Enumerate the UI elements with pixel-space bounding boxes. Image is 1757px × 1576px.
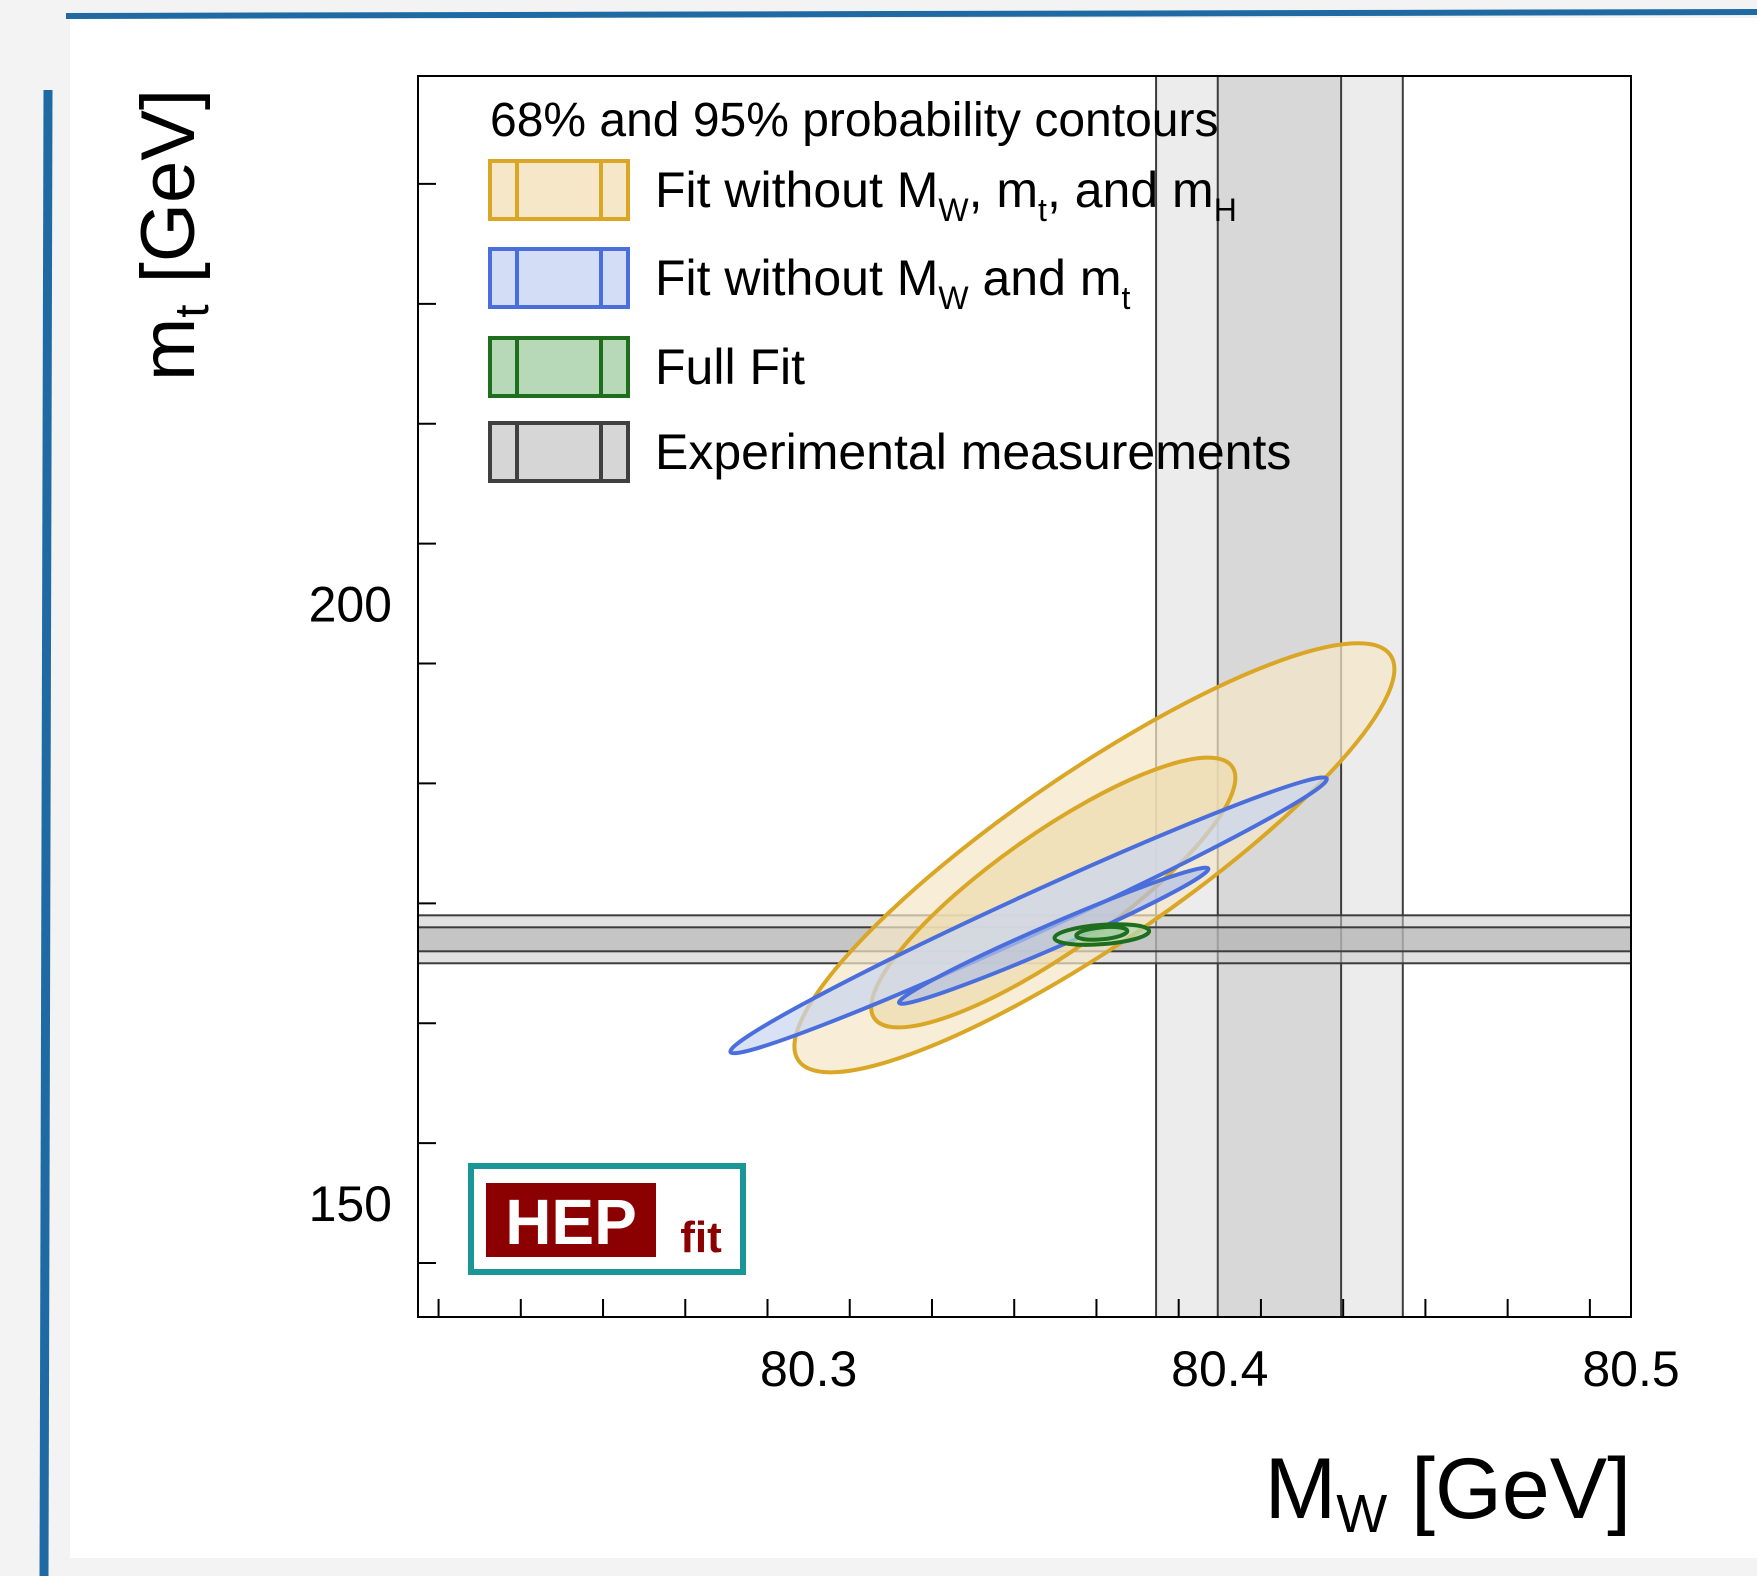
tick-labels: 80.3 80.4 80.5 150 200 (309, 577, 1680, 1397)
legend: 68% and 95% probability contours Fit wit… (488, 94, 1291, 483)
legend-item-experimental: Experimental measurements (488, 421, 1291, 483)
y-axis-label: mt [GeV] (126, 89, 219, 381)
axis-ticks (418, 182, 1591, 1317)
hepfit-logo: HEP fit (468, 1163, 746, 1275)
plot-area (418, 76, 1631, 1317)
legend-item-full: Full Fit (488, 336, 805, 398)
frame-left-border (39, 89, 53, 1576)
legend-label: Experimental measurements (655, 424, 1291, 480)
frame-top-border (65, 9, 1757, 19)
legend-label: Fit without MW and mt (655, 250, 1130, 316)
legend-swatch (488, 247, 630, 309)
figure-panel (70, 18, 1757, 1558)
legend-item-no-mw-mt: Fit without MW and mt (488, 247, 1130, 316)
legend-item-no-mw-mt-mh: Fit without MW, mt, and mH (488, 159, 1237, 228)
full-fit-contour-68 (1074, 924, 1130, 942)
legend-label: Fit without MW, mt, and mH (655, 162, 1237, 228)
logo-subtext: fit (680, 1213, 722, 1262)
logo-text: HEP (505, 1186, 637, 1258)
y-tick-label: 200 (309, 577, 392, 633)
x-axis-label: MW [GeV] (1265, 1441, 1631, 1544)
legend-label: Full Fit (655, 339, 805, 395)
full-fit-contours (1052, 922, 1152, 947)
legend-swatch (488, 421, 630, 483)
legend-swatch (488, 159, 630, 221)
legend-swatch (488, 336, 630, 398)
contours (728, 641, 1397, 1075)
legend-title: 68% and 95% probability contours (490, 94, 1218, 147)
plot-frame (417, 75, 1632, 1318)
logo-box (486, 1183, 656, 1257)
y-tick-label: 150 (309, 1176, 392, 1232)
x-tick-label: 80.4 (1171, 1341, 1268, 1397)
x-tick-label: 80.3 (760, 1341, 857, 1397)
x-tick-label: 80.5 (1582, 1341, 1679, 1397)
